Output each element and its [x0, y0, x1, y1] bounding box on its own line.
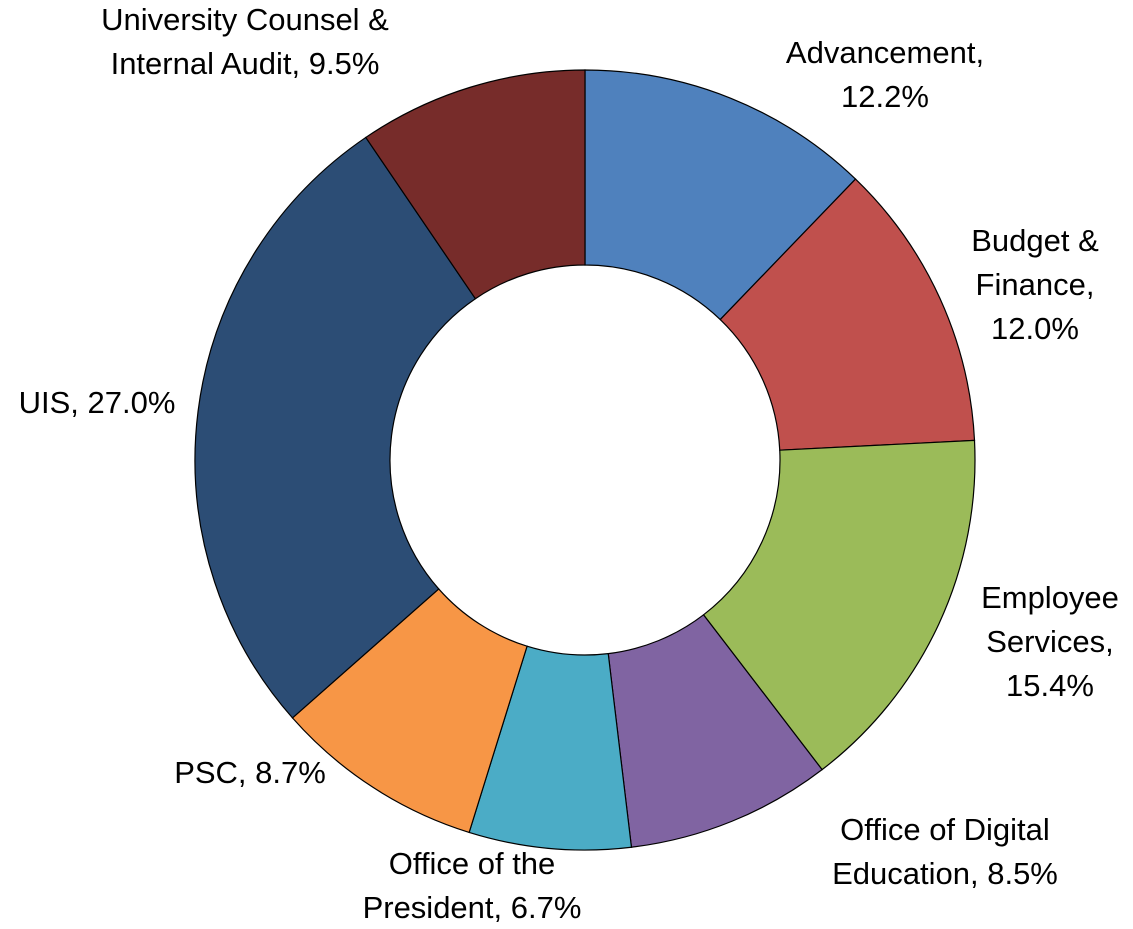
data-label: Employee: [981, 580, 1119, 615]
data-label: Office of Digital: [840, 812, 1050, 847]
data-label: 12.0%: [991, 311, 1079, 346]
data-label: President, 6.7%: [363, 890, 582, 925]
data-label: Advancement,: [786, 35, 984, 70]
data-label: UIS, 27.0%: [19, 385, 176, 420]
data-label: University Counsel &: [101, 2, 389, 37]
donut-segment: [702, 439, 976, 771]
donut-segment: [719, 178, 976, 451]
data-label: Finance,: [976, 267, 1095, 302]
data-label: Education, 8.5%: [832, 856, 1058, 891]
data-label: PSC, 8.7%: [174, 755, 326, 790]
donut-segment: [584, 69, 857, 321]
data-label: 15.4%: [1006, 668, 1094, 703]
data-label: Services,: [986, 624, 1113, 659]
data-label: Budget &: [971, 223, 1099, 258]
donut-segment: [194, 136, 477, 719]
data-label: 12.2%: [841, 79, 929, 114]
donut-segment: [364, 69, 586, 300]
data-label: Office of the: [389, 846, 556, 881]
data-label: Internal Audit, 9.5%: [111, 46, 380, 81]
